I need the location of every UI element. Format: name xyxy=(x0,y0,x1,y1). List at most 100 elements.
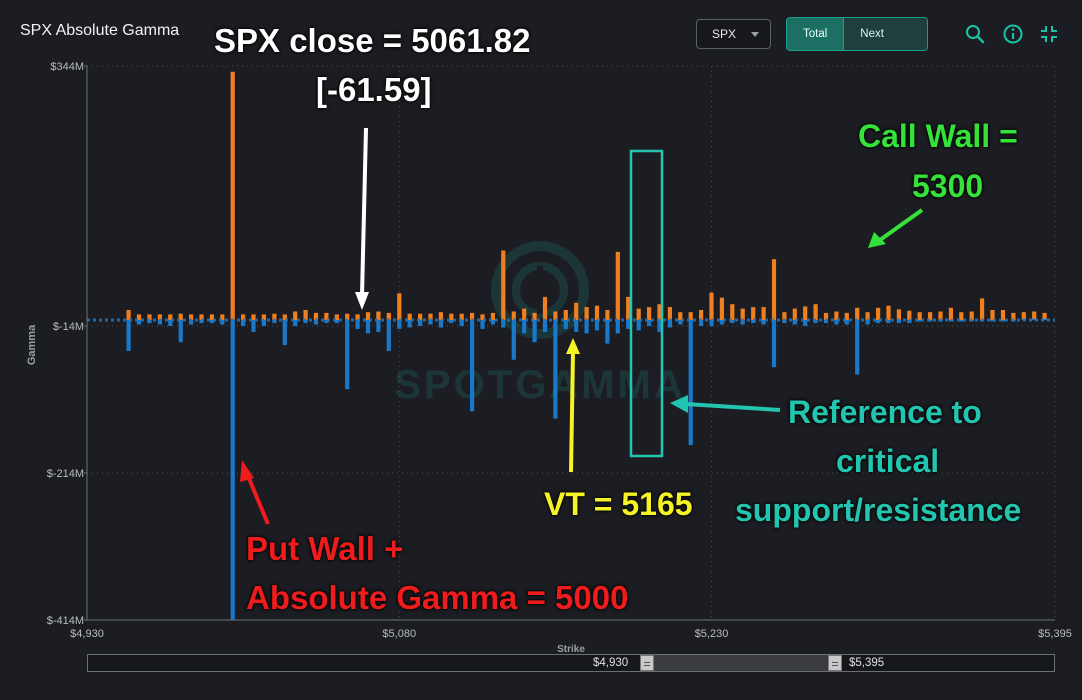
call-gamma-bar xyxy=(490,312,495,320)
put-gamma-bar xyxy=(615,320,620,334)
call-gamma-bar xyxy=(1021,312,1026,320)
call-gamma-bar xyxy=(667,307,672,320)
tab-next-expiration[interactable]: Next Expiration xyxy=(844,18,928,50)
put-gamma-bar xyxy=(199,320,204,324)
put-gamma-bar xyxy=(865,320,870,325)
x-tick-label: $4,930 xyxy=(70,628,104,640)
x-tick-label: $5,395 xyxy=(1038,628,1072,640)
vt-arrow xyxy=(569,351,575,473)
put-gamma-bar xyxy=(844,320,849,325)
put-gamma-bar xyxy=(428,320,433,325)
put-gamma-bar xyxy=(303,320,308,324)
y-tick-label: $-14M xyxy=(53,321,84,333)
expiration-toggle: Total Next Expiration xyxy=(786,17,929,51)
call-gamma-bar xyxy=(782,312,787,320)
symbol-select[interactable]: SPX xyxy=(696,19,771,49)
put-gamma-bar xyxy=(522,320,527,334)
call-gamma-bar xyxy=(189,314,194,320)
put-gamma-bar xyxy=(407,320,412,328)
call-gamma-bar xyxy=(199,314,204,320)
put-gamma-bar xyxy=(209,320,214,324)
put-gamma-bar xyxy=(657,320,662,332)
call-gamma-bar xyxy=(397,293,402,320)
chevron-down-icon xyxy=(751,32,759,37)
fullscreen-icon[interactable] xyxy=(1038,23,1060,45)
symbol-select-value: SPX xyxy=(712,27,737,41)
navigator-selection[interactable] xyxy=(648,655,829,671)
y-tick-label: $-214M xyxy=(47,468,84,480)
call-gamma-bar xyxy=(855,307,860,320)
put-gamma-bar xyxy=(220,320,225,325)
put-gamma-bar xyxy=(990,320,995,322)
put-gamma-bar xyxy=(980,320,985,322)
put-gamma-bar xyxy=(730,320,735,324)
call-wall-arrow-head xyxy=(868,232,886,248)
call-gamma-bar xyxy=(1032,311,1037,320)
call-gamma-bar xyxy=(761,307,766,320)
x-tick-label: $5,080 xyxy=(382,628,416,640)
put-gamma-bar xyxy=(1032,318,1037,321)
call-gamma-bar xyxy=(990,310,995,320)
call-gamma-bar xyxy=(303,310,308,320)
put-gamma-bar xyxy=(282,320,287,346)
call-gamma-bar xyxy=(230,71,235,320)
put-gamma-bar xyxy=(563,320,568,329)
close-arrow-head xyxy=(355,292,369,310)
call-wall-annotation: Call Wall = xyxy=(858,118,1018,154)
call-gamma-bar xyxy=(948,307,953,320)
put-gamma-bar xyxy=(803,320,808,326)
x-tick-label: $5,230 xyxy=(695,628,729,640)
call-gamma-bar xyxy=(147,314,152,320)
call-gamma-bar xyxy=(699,310,704,320)
reference-annotation-line1: Reference to xyxy=(788,394,982,430)
put-gamma-bar xyxy=(418,320,423,326)
put-gamma-bar xyxy=(1011,320,1016,322)
put-gamma-bar xyxy=(761,320,766,325)
call-gamma-bar xyxy=(959,312,964,320)
call-gamma-bar xyxy=(803,306,808,320)
put-gamma-bar xyxy=(813,320,818,324)
put-gamma-bar xyxy=(189,320,194,325)
call-gamma-bar xyxy=(709,292,714,320)
navigator-left-handle[interactable] xyxy=(640,655,654,671)
call-gamma-bar xyxy=(542,296,548,320)
call-gamma-bar xyxy=(792,308,797,320)
range-navigator[interactable] xyxy=(87,654,1055,672)
call-gamma-bar xyxy=(584,307,589,320)
put-gamma-bar xyxy=(1000,320,1006,322)
put-gamma-bar xyxy=(626,320,631,329)
put-gamma-bar xyxy=(251,320,256,332)
call-gamma-bar xyxy=(470,312,475,320)
put-gamma-bar xyxy=(688,320,693,446)
call-gamma-bar xyxy=(771,259,777,320)
annotation-arrows xyxy=(240,127,924,525)
call-gamma-bar xyxy=(220,314,225,320)
info-icon[interactable] xyxy=(1002,23,1024,45)
call-gamma-bar xyxy=(355,314,360,320)
put-gamma-bar xyxy=(480,320,485,329)
put-gamma-bar xyxy=(438,320,443,328)
put-gamma-bar xyxy=(230,320,235,620)
call-gamma-bar xyxy=(1000,310,1006,320)
put-gamma-bar xyxy=(355,320,360,329)
call-gamma-bar xyxy=(678,312,683,320)
put-gamma-bar xyxy=(261,320,266,326)
put-gamma-bar xyxy=(771,320,777,368)
call-gamma-bar xyxy=(313,312,319,320)
put-gamma-bar xyxy=(917,320,922,322)
call-gamma-bar xyxy=(594,305,600,320)
put-wall-arrow-head xyxy=(240,460,254,482)
call-gamma-bar xyxy=(938,311,943,320)
put-gamma-bar xyxy=(449,320,454,324)
call-gamma-bar xyxy=(615,251,620,320)
navigator-min-label: $4,930 xyxy=(593,657,629,669)
call-gamma-bar xyxy=(907,310,912,320)
y-tick-label: $344M xyxy=(50,61,84,73)
put-gamma-bar xyxy=(376,320,381,332)
tab-total[interactable]: Total xyxy=(787,18,845,50)
put-gamma-bar xyxy=(594,320,600,331)
call-gamma-bar xyxy=(636,308,641,320)
put-gamma-bar xyxy=(272,320,277,324)
navigator-right-handle[interactable] xyxy=(828,655,842,671)
search-icon[interactable] xyxy=(964,23,986,45)
